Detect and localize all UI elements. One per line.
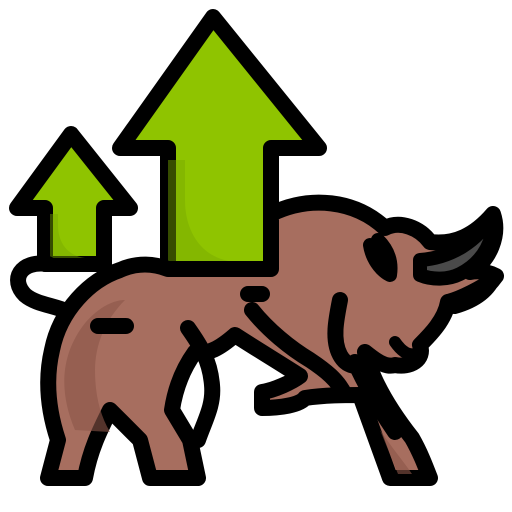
bull-horn-lower <box>442 270 502 314</box>
bull-ear <box>363 233 398 282</box>
bull-horn-upper <box>413 207 501 286</box>
bull-contour-lines <box>90 286 403 448</box>
small-up-arrow-icon <box>9 126 138 272</box>
bull-snout <box>389 336 426 361</box>
